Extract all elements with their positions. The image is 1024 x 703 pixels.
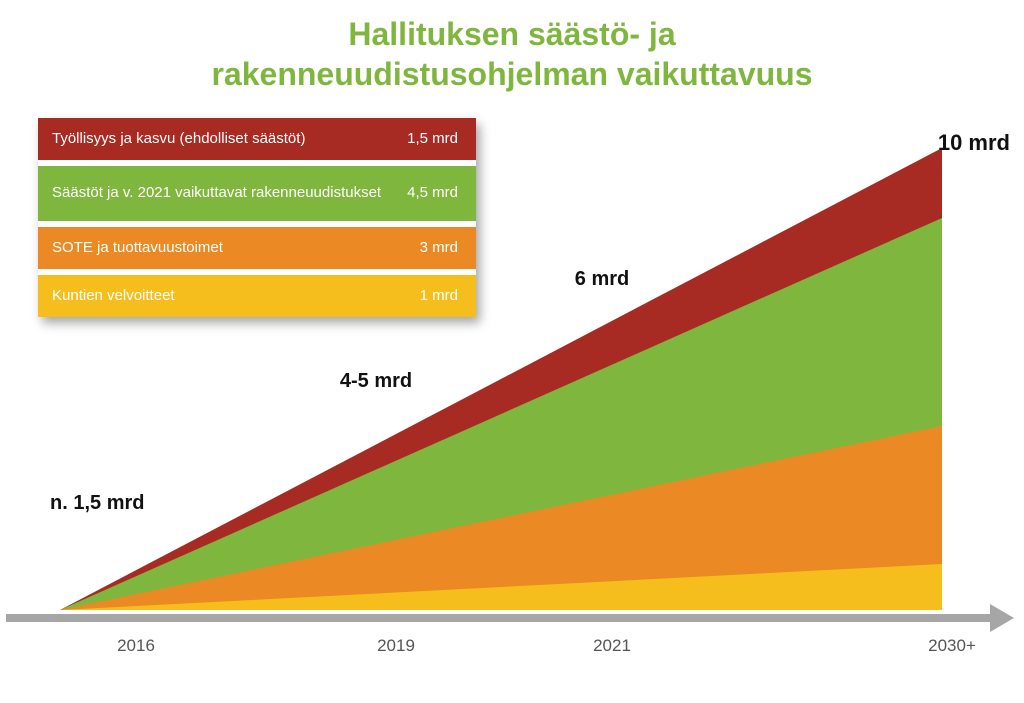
- axis-tick-label: 2016: [117, 636, 155, 656]
- chart-annotation: 10 mrd: [938, 130, 1010, 156]
- axis-tick-label: 2021: [593, 636, 631, 656]
- chart: 10 mrd6 mrd4-5 mrdn. 1,5 mrd 20162019202…: [0, 110, 1024, 650]
- page: Hallituksen säästö- ja rakenneuudistusoh…: [0, 0, 1024, 703]
- title-line-1: Hallituksen säästö- ja: [348, 16, 675, 52]
- axis-arrowhead-icon: [990, 604, 1014, 632]
- axis-tick-label: 2030+: [928, 636, 976, 656]
- chart-annotation: n. 1,5 mrd: [50, 492, 144, 515]
- page-title: Hallituksen säästö- ja rakenneuudistusoh…: [0, 14, 1024, 94]
- area-chart-svg: [0, 110, 1024, 670]
- chart-annotation: 4-5 mrd: [340, 370, 412, 393]
- axis-tick-label: 2019: [377, 636, 415, 656]
- chart-annotation: 6 mrd: [575, 268, 629, 291]
- title-line-2: rakenneuudistusohjelman vaikuttavuus: [211, 56, 812, 92]
